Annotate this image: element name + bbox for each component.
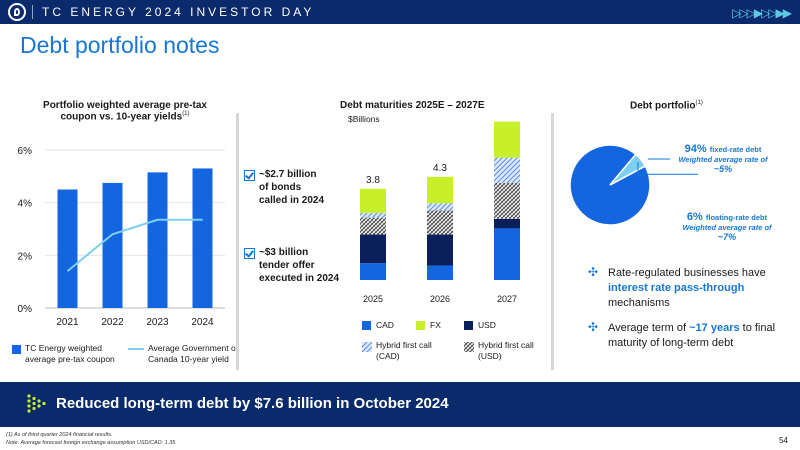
divider-left: [236, 113, 239, 370]
key-takeaway-text: Reduced long-term debt by $7.6 billion i…: [56, 395, 449, 412]
left-chart-title-line1: Portfolio weighted average pre-tax: [43, 100, 207, 111]
bullet-icon-1: ✣: [588, 265, 599, 279]
footnote-1: (1) As of third quarter 2024 financial r…: [6, 432, 113, 438]
maturity-segment: [360, 234, 386, 264]
maturities-chart-title: Debt maturities 2025E – 2027E: [340, 100, 485, 111]
bullet-rate-regulated: Rate-regulated businesses have interest …: [608, 267, 766, 309]
coupon-bar: [57, 189, 78, 308]
maturity-year-label: 2026: [430, 294, 450, 304]
left-chart-title-line2: coupon vs. 10-year yields: [60, 111, 183, 123]
fixed-rate-label: 94% fixed-rate debt Weighted average rat…: [668, 143, 778, 174]
floating-rate-avg-line1: Weighted average rate of: [682, 223, 772, 232]
debt-portfolio-title: Debt portfolio(1): [630, 100, 703, 112]
maturity-segment: [494, 218, 520, 229]
maturity-segment: [494, 157, 520, 183]
left-chart-title: Portfolio weighted average pre-tax coupo…: [20, 100, 230, 122]
key-takeaway-bar: Reduced long-term debt by $7.6 billion i…: [0, 382, 800, 427]
maturity-segment: [360, 217, 386, 235]
x-tick-label: 2023: [146, 317, 169, 328]
note-bonds-called: ~$2.7 billion of bonds called in 2024: [259, 169, 325, 206]
legend-bar-swatch: [12, 345, 21, 354]
floating-rate-label: 6% floating-rate debt Weighted average r…: [672, 211, 782, 242]
y-tick-label: 6%: [18, 146, 33, 157]
header-title: TC ENERGY 2024 INVESTOR DAY: [42, 5, 315, 19]
divider-right: [551, 113, 554, 370]
yield-line: [66, 218, 203, 272]
fixed-rate-avg-line1: Weighted average rate of: [678, 155, 768, 164]
floating-rate-pct: 6%: [686, 211, 703, 223]
fixed-rate-avg-line2: ~5%: [713, 164, 733, 174]
maturity-total-label: 3.8: [366, 175, 380, 186]
maturity-segment: [360, 263, 386, 280]
x-tick-label: 2022: [101, 317, 124, 328]
x-tick-label: 2021: [56, 317, 79, 328]
legend-line-label: Average Government of Canada 10-year yie…: [148, 343, 239, 364]
maturity-segment: [494, 182, 520, 219]
debt-portfolio-pie: [569, 144, 698, 226]
page-title: Debt portfolio notes: [20, 32, 220, 58]
maturity-segment: [427, 234, 453, 266]
arrow-dots-icon: [27, 394, 46, 413]
maturities-unit-label: $Billions: [348, 114, 380, 124]
floating-rate-avg-line2: ~7%: [717, 232, 737, 242]
floating-rate-text: floating-rate debt: [705, 213, 768, 222]
chevrons-decoration-icon: ▷▷▷▶▷▷▶▶: [732, 6, 792, 20]
maturity-segment: [494, 121, 520, 158]
bullet-average-term: Average term of ~17 years to final matur…: [608, 322, 776, 349]
check-icon-1: [244, 170, 255, 181]
maturity-segment: [494, 228, 520, 280]
tc-energy-logo-icon: [8, 3, 26, 21]
legend-fx-label: FX: [430, 320, 441, 330]
header-divider: [32, 5, 33, 19]
legend-line-swatch: [128, 348, 144, 350]
legend-usd-swatch: [464, 321, 473, 330]
fixed-rate-text: fixed-rate debt: [709, 145, 762, 154]
legend-fx-swatch: [416, 321, 425, 330]
coupon-bar: [147, 172, 168, 308]
maturity-segment: [427, 176, 453, 204]
maturity-total-label: 4.3: [433, 163, 447, 174]
legend-hybrid-cad-swatch: [362, 342, 372, 352]
coupon-bar: [192, 168, 213, 308]
floating-leader-line: [637, 162, 698, 175]
maturity-year-label: 2027: [497, 294, 517, 304]
left-chart-title-sup: (1): [182, 111, 190, 117]
maturity-segment: [360, 212, 386, 218]
note-tender-offer: ~$3 billion tender offer executed in 202…: [259, 247, 340, 284]
coupon-vs-yield-chart: 0% 2% 4% 6% 2021 2022 2023 2024: [18, 146, 225, 328]
legend-hybrid-cad-label: Hybrid first call (CAD): [376, 340, 432, 361]
check-icon-2: [244, 248, 255, 259]
page-number: 54: [779, 436, 788, 445]
maturity-segment: [427, 203, 453, 211]
y-tick-label: 0%: [18, 304, 33, 315]
maturity-segment: [360, 188, 386, 213]
bullet-icon-2: ✣: [588, 320, 599, 334]
legend-hybrid-usd-swatch: [464, 342, 474, 352]
legend-cad-label: CAD: [376, 320, 394, 330]
maturity-year-label: 2025: [363, 294, 383, 304]
footnote-2: Note: Average forecast foreign exchange …: [6, 440, 177, 446]
legend-hybrid-usd-label: Hybrid first call (USD): [478, 340, 534, 361]
fixed-rate-pct: 94%: [684, 143, 707, 155]
header-bar: TC ENERGY 2024 INVESTOR DAY ▷▷▷▶▷▷▶▶: [0, 0, 800, 24]
y-tick-label: 4%: [18, 199, 33, 210]
legend-usd-label: USD: [478, 320, 496, 330]
maturity-segment: [427, 210, 453, 235]
coupon-bar: [102, 182, 123, 308]
x-tick-label: 2024: [191, 317, 214, 328]
y-tick-label: 2%: [18, 251, 33, 262]
pie-slice-floating: [609, 153, 647, 186]
maturity-segment: [427, 265, 453, 280]
legend-bar-label: TC Energy weighted average pre-tax coupo…: [25, 343, 115, 364]
legend-cad-swatch: [362, 321, 371, 330]
